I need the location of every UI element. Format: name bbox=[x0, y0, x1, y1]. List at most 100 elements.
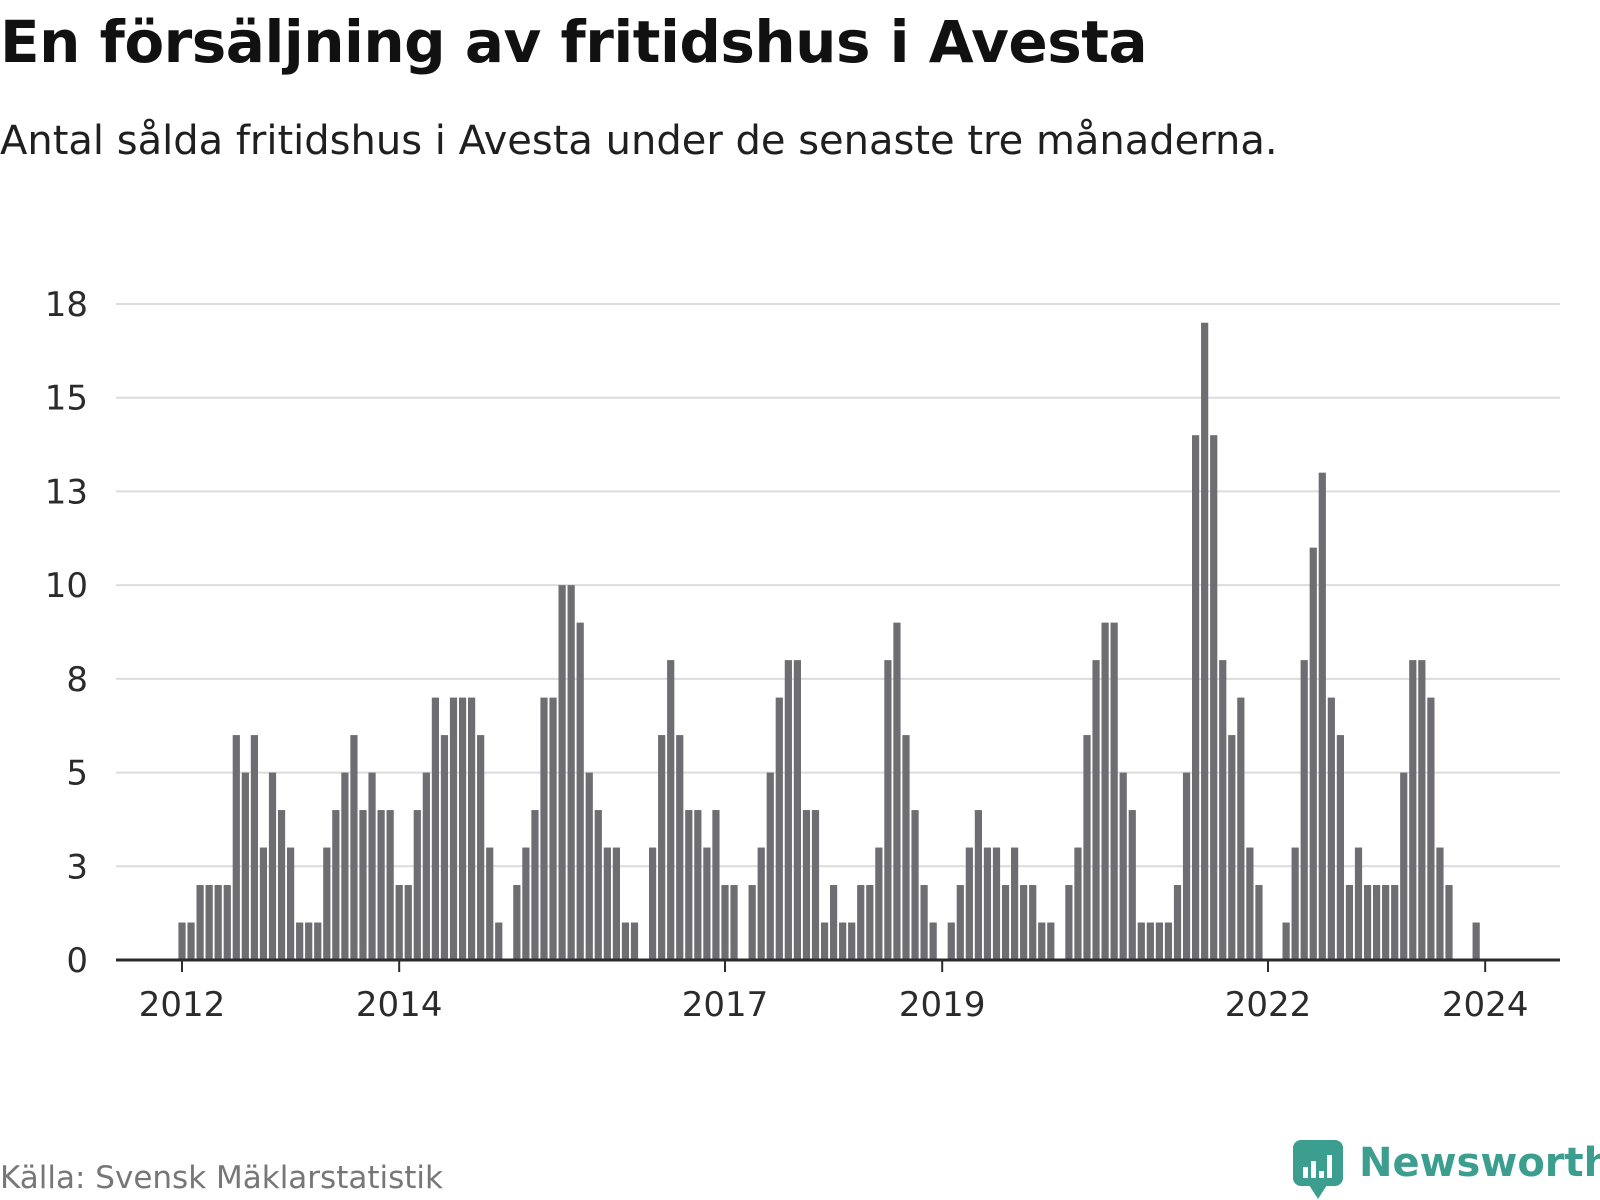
bar bbox=[730, 885, 738, 960]
y-tick-label: 13 bbox=[45, 472, 88, 512]
bar bbox=[585, 772, 593, 960]
bar bbox=[314, 922, 322, 960]
bar bbox=[1146, 922, 1154, 960]
bar bbox=[1382, 885, 1390, 960]
x-tick-label: 2022 bbox=[1225, 985, 1312, 1025]
bar bbox=[1210, 435, 1218, 960]
bar bbox=[839, 922, 847, 960]
bar bbox=[1219, 660, 1227, 960]
bar bbox=[649, 847, 657, 960]
bar bbox=[531, 810, 539, 960]
bar bbox=[1418, 660, 1426, 960]
x-tick-label: 2012 bbox=[139, 985, 226, 1025]
brand-name: Newsworthy bbox=[1359, 1140, 1600, 1186]
bar bbox=[1038, 922, 1046, 960]
bar bbox=[621, 922, 630, 960]
bar bbox=[1074, 847, 1082, 960]
bar bbox=[784, 660, 792, 960]
bar bbox=[214, 885, 222, 960]
bar bbox=[522, 847, 530, 960]
bar bbox=[956, 885, 964, 960]
bar bbox=[1182, 772, 1191, 960]
x-tick-label: 2014 bbox=[356, 985, 443, 1025]
bar bbox=[793, 660, 801, 960]
bar bbox=[757, 847, 765, 960]
bar bbox=[232, 735, 240, 960]
bar bbox=[1228, 735, 1236, 960]
bar bbox=[857, 885, 865, 960]
bar bbox=[1409, 660, 1417, 960]
bar bbox=[1065, 885, 1073, 960]
bar bbox=[658, 735, 666, 960]
bar bbox=[902, 735, 910, 960]
bar bbox=[305, 922, 313, 960]
x-tick-label: 2017 bbox=[682, 985, 769, 1025]
bar bbox=[341, 772, 349, 960]
bar bbox=[1354, 847, 1363, 960]
bar bbox=[422, 772, 430, 960]
bar bbox=[1309, 547, 1317, 960]
brand-logo: Newsworthy bbox=[1293, 1140, 1600, 1200]
bar bbox=[1400, 772, 1408, 960]
bar bbox=[983, 847, 992, 960]
bar bbox=[1391, 885, 1399, 960]
bar bbox=[495, 922, 503, 960]
bar bbox=[458, 697, 467, 960]
y-tick-label: 8 bbox=[66, 660, 88, 700]
bar bbox=[558, 585, 566, 960]
bar bbox=[630, 922, 639, 960]
bar bbox=[603, 847, 611, 960]
bar bbox=[1101, 622, 1109, 960]
bar bbox=[594, 810, 602, 960]
bar bbox=[277, 810, 286, 960]
bar bbox=[965, 847, 973, 960]
bar bbox=[612, 847, 620, 960]
bar bbox=[1011, 847, 1019, 960]
bar bbox=[929, 922, 937, 960]
bar bbox=[449, 697, 458, 960]
bar bbox=[1327, 697, 1335, 960]
bar bbox=[1110, 622, 1118, 960]
bar bbox=[1436, 847, 1444, 960]
y-tick-label: 18 bbox=[45, 285, 88, 325]
y-tick-label: 5 bbox=[66, 754, 88, 794]
bar bbox=[395, 885, 403, 960]
bar bbox=[1318, 472, 1326, 960]
bar bbox=[712, 810, 720, 960]
bar bbox=[1192, 435, 1200, 960]
bar bbox=[377, 810, 385, 960]
bar bbox=[223, 885, 231, 960]
newsworthy-logo-icon bbox=[1293, 1140, 1343, 1199]
x-tick-label: 2024 bbox=[1442, 985, 1529, 1025]
bar bbox=[486, 847, 494, 960]
y-tick-label: 0 bbox=[66, 941, 88, 981]
bar bbox=[178, 922, 186, 960]
bar bbox=[1373, 885, 1381, 960]
bar bbox=[477, 735, 485, 960]
bar bbox=[830, 885, 838, 960]
bar bbox=[1047, 922, 1055, 960]
bar bbox=[1201, 322, 1209, 960]
bar bbox=[323, 847, 331, 960]
bar bbox=[1427, 697, 1435, 960]
bar bbox=[567, 585, 575, 960]
bar bbox=[802, 810, 811, 960]
bar bbox=[1029, 885, 1037, 960]
bar bbox=[1300, 660, 1308, 960]
bar bbox=[241, 772, 249, 960]
bar bbox=[368, 772, 376, 960]
bar bbox=[549, 697, 557, 960]
bar bbox=[431, 697, 439, 960]
bar bbox=[468, 697, 476, 960]
bar bbox=[1363, 885, 1372, 960]
y-tick-label: 3 bbox=[66, 847, 88, 887]
bar bbox=[875, 847, 883, 960]
chart-title: En försäljning av fritidshus i Avesta bbox=[0, 8, 1148, 76]
bar bbox=[332, 810, 340, 960]
bar bbox=[866, 885, 874, 960]
bar-chart: 0 3 5 8 10 13 15 18 1 2012 2014 2017 2019 2022 2024 bbox=[45, 0, 1560, 1025]
bar bbox=[386, 810, 394, 960]
bar bbox=[748, 885, 756, 960]
bar bbox=[1128, 810, 1136, 960]
bar bbox=[820, 922, 829, 960]
